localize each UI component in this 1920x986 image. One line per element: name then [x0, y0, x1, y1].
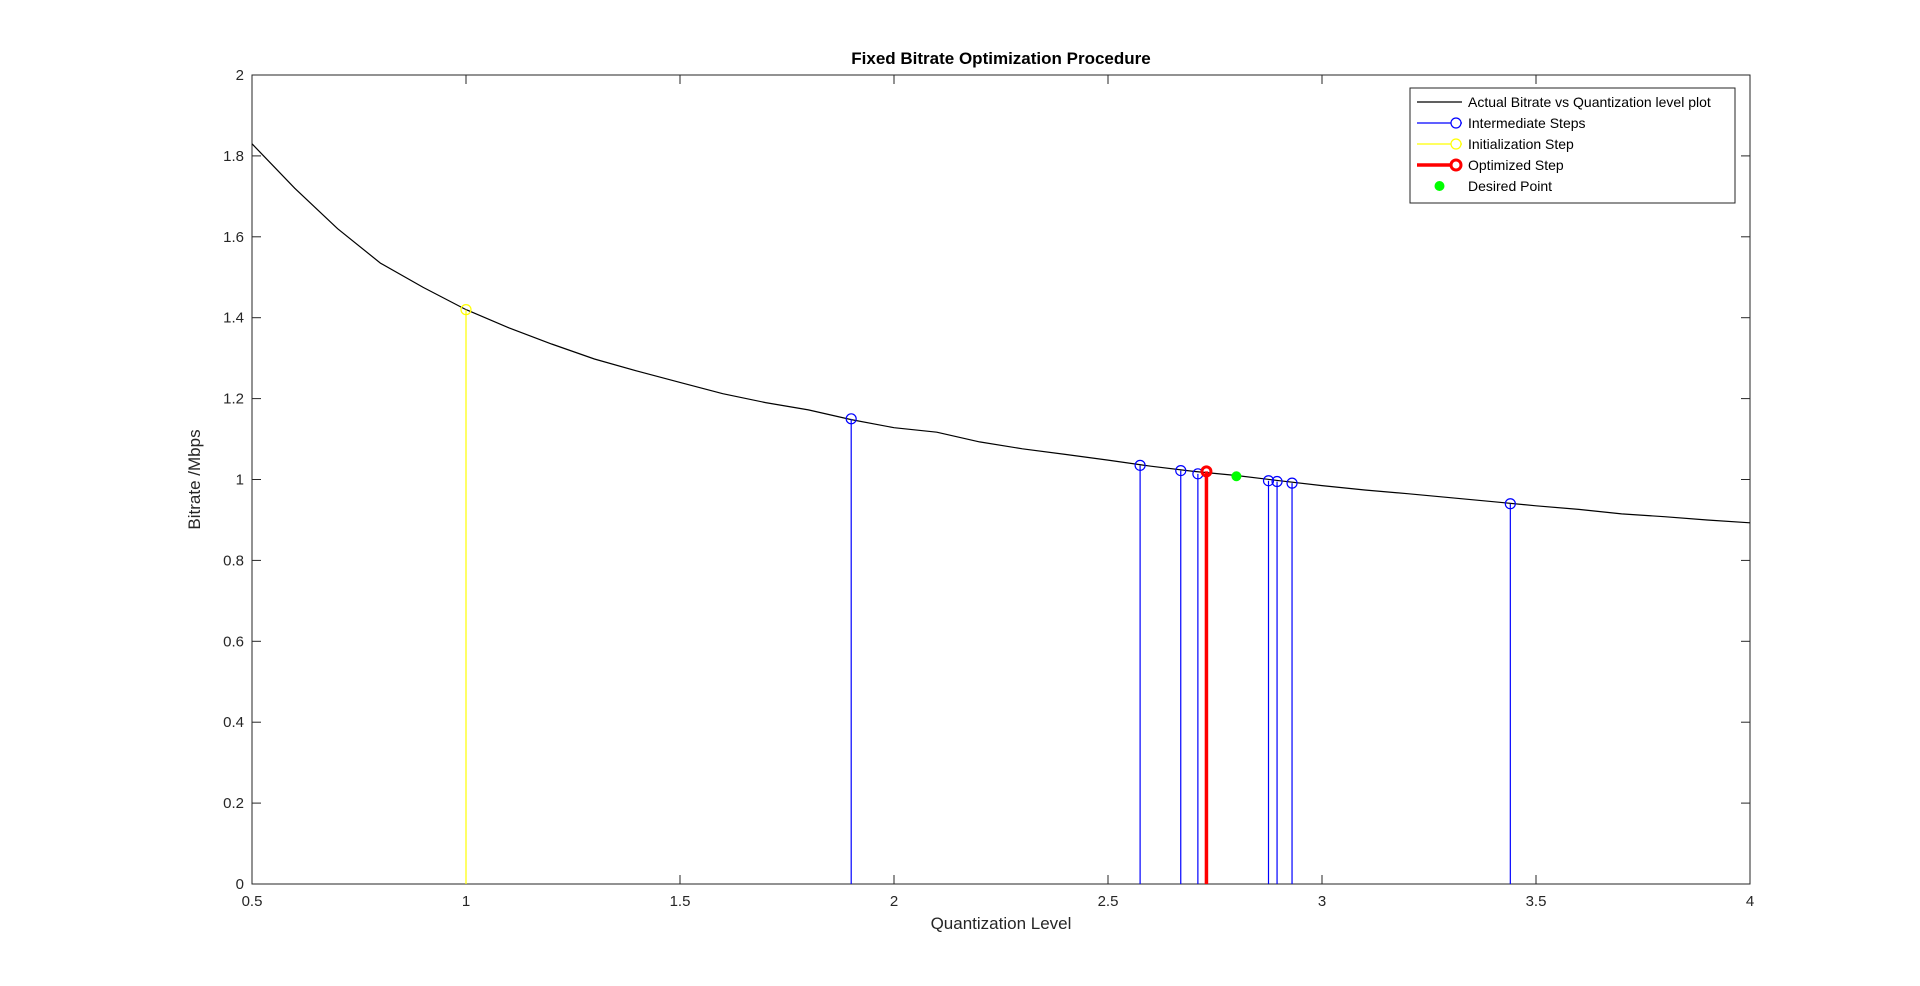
- x-tick-label: 2.5: [1098, 893, 1119, 910]
- stem-marker: [1200, 465, 1213, 478]
- x-tick-label: 1.5: [670, 893, 691, 910]
- y-tick-label: 2: [236, 67, 244, 84]
- optimized-step-series: [1200, 465, 1213, 884]
- legend-entry: Intermediate Steps: [1417, 115, 1586, 131]
- y-tick-label: 1.4: [223, 310, 244, 327]
- legend-label: Initialization Step: [1468, 136, 1574, 152]
- y-tick-label: 0.2: [223, 795, 244, 812]
- legend-label: Intermediate Steps: [1468, 115, 1586, 131]
- legend-label: Optimized Step: [1468, 157, 1564, 173]
- y-tick-label: 1.8: [223, 148, 244, 165]
- y-tick-label: 1.2: [223, 391, 244, 408]
- desired-point: [1231, 471, 1242, 482]
- y-tick-label: 1: [236, 472, 244, 489]
- y-tick-label: 0.4: [223, 714, 244, 731]
- legend-label: Desired Point: [1468, 178, 1552, 194]
- stem-marker: [1262, 475, 1275, 487]
- y-axis-label: Bitrate /Mbps: [185, 429, 204, 529]
- y-tick-label: 0: [236, 876, 244, 893]
- legend-box: [1409, 87, 1736, 204]
- bitrate-curve: [251, 143, 1751, 524]
- stem-marker: [1504, 498, 1516, 510]
- legend-marker-swatch: [1449, 158, 1463, 172]
- legend-marker-swatch: [1450, 138, 1462, 150]
- x-axis-label: Quantization Level: [931, 914, 1072, 933]
- stem-marker: [845, 413, 857, 425]
- stem-marker: [1134, 459, 1146, 471]
- intermediate-steps-series: [845, 413, 1516, 884]
- stem-marker: [1271, 475, 1283, 488]
- legend: Actual Bitrate vs Quantization level plo…: [1409, 87, 1736, 204]
- stem-marker: [460, 304, 472, 316]
- x-tick-label: 3.5: [1526, 893, 1547, 910]
- y-tick-label: 0.8: [223, 552, 244, 569]
- legend-entry: Initialization Step: [1417, 136, 1574, 152]
- chart-title: Fixed Bitrate Optimization Procedure: [851, 49, 1150, 68]
- legend-marker-swatch: [1434, 181, 1445, 191]
- legend-entry: Optimized Step: [1417, 157, 1564, 173]
- initialization-step-series: [460, 304, 472, 884]
- axes-box: [251, 74, 1751, 885]
- stem-marker: [1286, 477, 1298, 489]
- x-tick-label: 1: [462, 893, 470, 910]
- legend-entry: Desired Point: [1434, 178, 1552, 194]
- x-tick-label: 4: [1746, 893, 1754, 910]
- legend-label: Actual Bitrate vs Quantization level plo…: [1468, 94, 1711, 110]
- legend-marker-swatch: [1450, 117, 1462, 129]
- y-tick-label: 1.6: [223, 229, 244, 246]
- x-tick-label: 3: [1318, 893, 1326, 910]
- x-tick-label: 0.5: [242, 893, 263, 910]
- y-tick-label: 0.6: [223, 633, 244, 650]
- legend-entry: Actual Bitrate vs Quantization level plo…: [1417, 94, 1711, 110]
- x-tick-label: 2: [890, 893, 898, 910]
- stem-marker: [1175, 465, 1187, 477]
- plot-area: 0.5 1 1.5 2 2.5 3 3.5 4 0 0.2 0.4 0.6 0.8 1 1.2 1.4 1.6 1…: [223, 67, 1754, 910]
